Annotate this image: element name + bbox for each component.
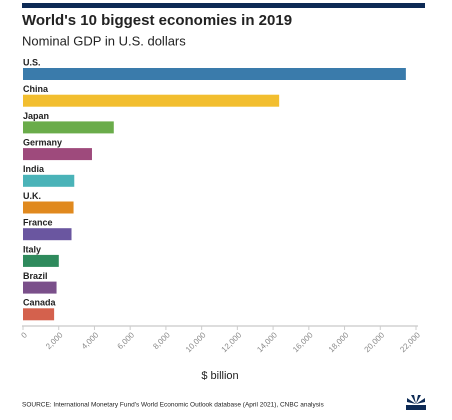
x-tick-label: 14,000 bbox=[255, 330, 279, 354]
category-label: Canada bbox=[23, 298, 57, 308]
category-label: Brazil bbox=[23, 271, 48, 281]
x-tick-label: 22,000 bbox=[398, 330, 422, 354]
x-tick-label: 4,000 bbox=[80, 330, 101, 351]
x-tick-label: 18,000 bbox=[327, 330, 351, 354]
bar bbox=[23, 228, 72, 241]
source-note: SOURCE: International Monetary Fund's Wo… bbox=[22, 402, 324, 409]
x-tick-label: 2,000 bbox=[44, 330, 65, 351]
x-tick-label: 6,000 bbox=[116, 330, 137, 351]
bar bbox=[23, 254, 59, 267]
bar bbox=[23, 281, 57, 294]
category-label: U.K. bbox=[23, 191, 41, 201]
top-rule bbox=[22, 3, 425, 8]
category-label: China bbox=[23, 84, 49, 94]
x-tick-label: 8,000 bbox=[151, 330, 172, 351]
x-tick-label: 20,000 bbox=[363, 330, 387, 354]
category-label: U.S. bbox=[23, 57, 41, 67]
bar bbox=[23, 148, 92, 161]
x-tick-label: 0 bbox=[19, 330, 29, 340]
category-label: France bbox=[23, 218, 53, 228]
category-label: Italy bbox=[23, 244, 41, 254]
bar bbox=[23, 94, 280, 107]
x-axis-label: $ billion bbox=[201, 370, 238, 382]
bar bbox=[23, 308, 55, 321]
cnbc-logo bbox=[406, 395, 426, 410]
category-label: India bbox=[23, 164, 45, 174]
category-label: Germany bbox=[23, 137, 62, 147]
x-tick-label: 16,000 bbox=[291, 330, 315, 354]
category-label: Japan bbox=[23, 111, 49, 121]
chart-subtitle: Nominal GDP in U.S. dollars bbox=[22, 33, 186, 48]
bar bbox=[23, 201, 74, 214]
x-tick-label: 10,000 bbox=[184, 330, 208, 354]
bar bbox=[23, 68, 406, 80]
bar bbox=[23, 174, 75, 187]
chart-title: World's 10 biggest economies in 2019 bbox=[22, 12, 292, 29]
bar bbox=[23, 121, 114, 134]
x-tick-label: 12,000 bbox=[220, 330, 244, 354]
